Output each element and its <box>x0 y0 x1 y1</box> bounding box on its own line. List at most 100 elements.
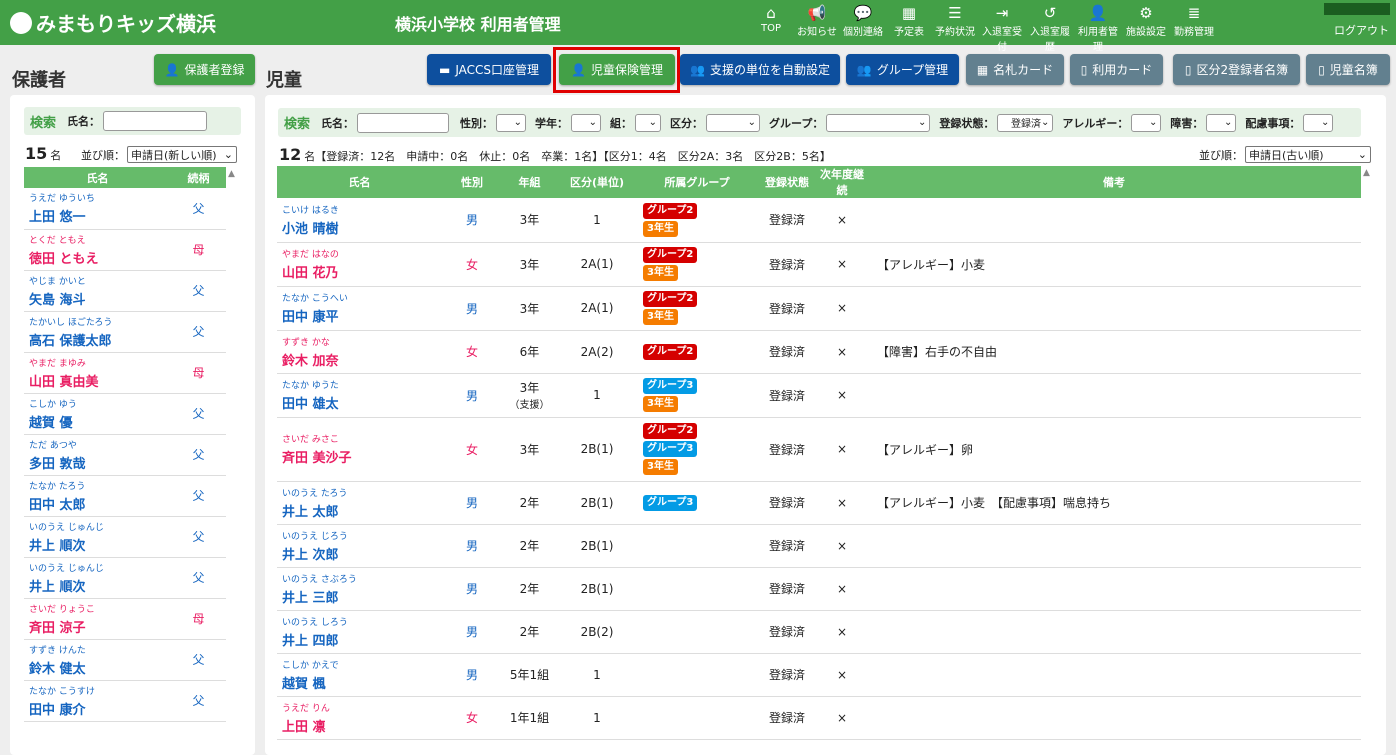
guardian-row[interactable]: とくだ ともえ 徳田 ともえ母 <box>24 229 226 271</box>
child-row[interactable]: いのうえ しろう 井上 四郎 男 2年 2B(2) 登録済 × <box>277 610 1361 654</box>
name-link[interactable]: 斉田 美沙子 <box>282 451 352 466</box>
guardian-row[interactable]: たかいし ほごたろう 高石 保護太郎父 <box>24 311 226 353</box>
children-sort-select[interactable]: 申請日(古い順) ⌄ <box>1245 146 1371 163</box>
name-link[interactable]: 越賀 優 <box>29 415 73 431</box>
child-row[interactable]: やまだ はなの 山田 花乃 女 3年 2A(1) グループ2 3年生 登録済 × 【… <box>277 242 1361 287</box>
name-link[interactable]: 矢島 海斗 <box>29 292 86 308</box>
name-link[interactable]: 田中 康介 <box>29 702 86 718</box>
guardian-row[interactable]: すずき けんた 鈴木 健太父 <box>24 639 226 681</box>
name-link[interactable]: 井上 次郎 <box>282 547 339 563</box>
group-badge: グループ2 <box>643 247 698 263</box>
name-link[interactable]: 鈴木 健太 <box>29 661 86 677</box>
filter-division-select[interactable]: ⌄ <box>706 113 761 132</box>
filter-name-input[interactable] <box>357 112 450 133</box>
register-guardian-button[interactable]: 👤 保護者登録 <box>154 54 255 85</box>
name-link[interactable]: 井上 太郎 <box>282 504 339 520</box>
guardian-row[interactable]: たなか たろう 田中 太郎父 <box>24 475 226 517</box>
name-link[interactable]: 斉田 涼子 <box>29 620 86 636</box>
child-row[interactable]: たなか ゆうた 田中 雄太 男 3年 （支援） 1 グループ3 3年生 登録済 × <box>277 373 1361 418</box>
child-row[interactable]: すずき かな 鈴木 加奈 女 6年 2A(2) グループ2 登録済 × 【障害】右… <box>277 330 1361 374</box>
next-year: × <box>817 567 867 611</box>
name-link[interactable]: 上田 凛 <box>282 719 326 735</box>
nav-list[interactable]: ☰ 予約状況 <box>932 3 978 53</box>
guardian-row[interactable]: ただ あつや 多田 敦哉父 <box>24 434 226 476</box>
name-link[interactable]: 田中 康平 <box>282 310 339 325</box>
kana: こしか ゆう <box>29 399 77 410</box>
name-link[interactable]: 田中 太郎 <box>29 497 86 513</box>
name-link[interactable]: 鈴木 加奈 <box>282 353 339 369</box>
children-button-5[interactable]: ▯ 利用カード <box>1070 54 1163 85</box>
guardian-row[interactable]: いのうえ じゅんじ 井上 順次父 <box>24 516 226 558</box>
nav-home[interactable]: ⌂ TOP <box>748 3 794 53</box>
name-link[interactable]: 田中 雄太 <box>282 397 339 412</box>
guardian-row[interactable]: こしか ゆう 越賀 優父 <box>24 393 226 435</box>
child-row[interactable]: いのうえ じろう 井上 次郎 男 2年 2B(1) 登録済 × <box>277 524 1361 568</box>
children-button-7[interactable]: ▯ 児童名簿 <box>1306 54 1390 85</box>
kana: いのうえ たろう <box>282 488 348 499</box>
note <box>867 373 1361 418</box>
name-link[interactable]: 山田 真由美 <box>29 374 99 390</box>
filter-consideration-select[interactable]: ⌄ <box>1303 113 1334 132</box>
child-row[interactable]: いのうえ たろう 井上 太郎 男 2年 2B(1) グループ3 登録済 × 【アレ… <box>277 481 1361 525</box>
nav-label: 入退室履歴 <box>1030 27 1070 53</box>
nav-label: 利用者管理 <box>1078 27 1118 53</box>
name-link[interactable]: 井上 順次 <box>29 579 86 595</box>
filter-gender-select[interactable]: ⌄ <box>496 113 527 132</box>
name-link[interactable]: 井上 順次 <box>29 538 86 554</box>
guardian-row[interactable]: やじま かいと 矢島 海斗父 <box>24 270 226 312</box>
children-button-6[interactable]: ▯ 区分2登録者名簿 <box>1173 54 1300 85</box>
children-button-4[interactable]: ▦ 名札カード <box>966 54 1064 85</box>
child-row[interactable]: たなか こうへい 田中 康平 男 3年 2A(1) グループ2 3年生 登録済 × <box>277 286 1361 331</box>
nav-gear[interactable]: ⚙ 施設設定 <box>1122 3 1170 53</box>
guardian-row[interactable]: やまだ まゆみ 山田 真由美母 <box>24 352 226 394</box>
guardian-sort-select[interactable]: 申請日(新しい順) ⌄ <box>127 146 237 163</box>
child-row[interactable]: うえだ りん 上田 凛 女 1年1組 1 登録済 × <box>277 696 1361 740</box>
filter-grade-select[interactable]: ⌄ <box>571 113 602 132</box>
name-link[interactable]: 越賀 楓 <box>282 676 326 692</box>
children-button-1[interactable]: 👤 児童保険管理 <box>559 54 675 85</box>
next-year: × <box>817 198 867 243</box>
child-row[interactable]: さいだ みさこ 斉田 美沙子 女 3年 2B(1) グループ2 グループ3 3年生 登… <box>277 417 1361 482</box>
nav-server[interactable]: ≣ 勤務管理 <box>1170 3 1218 53</box>
groups-cell: グループ3 <box>637 481 757 525</box>
groups-cell: グループ2 グループ3 3年生 <box>637 417 757 482</box>
nav-chat[interactable]: 💬 個別連絡 <box>840 3 886 53</box>
guardian-row[interactable]: いのうえ じゅんじ 井上 順次父 <box>24 557 226 599</box>
col-2: 年組 <box>502 166 557 198</box>
name-link[interactable]: 井上 四郎 <box>282 633 339 649</box>
name-link[interactable]: 上田 悠一 <box>29 210 86 226</box>
child-row[interactable]: いのうえ さぶろう 井上 三郎 男 2年 2B(1) 登録済 × <box>277 567 1361 611</box>
filter-group-select[interactable]: ⌄ <box>826 113 931 132</box>
guardian-row[interactable]: さいだ りょうこ 斉田 涼子母 <box>24 598 226 640</box>
name-link[interactable]: 小池 晴樹 <box>282 221 339 237</box>
name-link[interactable]: 井上 三郎 <box>282 590 339 606</box>
nav-calendar[interactable]: ▦ 予定表 <box>886 3 932 53</box>
logout-link[interactable]: ログアウト <box>1334 24 1389 37</box>
name-link[interactable]: 山田 花乃 <box>282 266 339 281</box>
nav-megaphone[interactable]: 📢 お知らせ <box>794 3 840 53</box>
name-link[interactable]: 多田 敦哉 <box>29 456 86 472</box>
name-link[interactable]: 徳田 ともえ <box>29 251 99 267</box>
filter-class-select[interactable]: ⌄ <box>635 113 662 132</box>
nav-sign-in[interactable]: ⇥ 入退室受付 <box>978 3 1026 53</box>
children-button-3[interactable]: 👥 グループ管理 <box>846 54 959 85</box>
children-button-0[interactable]: ▬ JACCS口座管理 <box>427 54 551 85</box>
logo[interactable]: みまもりキッズ横浜 <box>10 8 216 37</box>
filter-allergy-select[interactable]: ⌄ <box>1131 113 1162 132</box>
child-row[interactable]: こいけ はるき 小池 晴樹 男 3年 1 グループ2 3年生 登録済 × <box>277 198 1361 243</box>
guardian-row[interactable]: うえだ ゆういち 上田 悠一父 <box>24 188 226 230</box>
nav-history[interactable]: ↺ 入退室履歴 <box>1026 3 1074 53</box>
guardian-row[interactable]: たなか こうすけ 田中 康介父 <box>24 680 226 722</box>
nav-user-edit[interactable]: 👤 利用者管理 <box>1074 3 1122 53</box>
scroll-up-arrow[interactable]: ▲ <box>228 169 235 179</box>
filter-status-select[interactable]: 登録済 ⌄ <box>997 113 1054 132</box>
scroll-up-arrow[interactable]: ▲ <box>1363 168 1370 178</box>
guardian-count: 15 名 <box>25 144 61 163</box>
filter-disability-select[interactable]: ⌄ <box>1206 113 1237 132</box>
name-link[interactable]: 高石 保護太郎 <box>29 333 112 349</box>
unit: 2B(1) <box>557 567 637 611</box>
history-icon: ↺ <box>1043 4 1057 22</box>
child-row[interactable]: こしか かえで 越賀 楓 男 5年1組 1 登録済 × <box>277 653 1361 697</box>
children-button-2[interactable]: 👥 支援の単位を自動設定 <box>680 54 840 85</box>
guardian-name-input[interactable] <box>103 111 208 131</box>
